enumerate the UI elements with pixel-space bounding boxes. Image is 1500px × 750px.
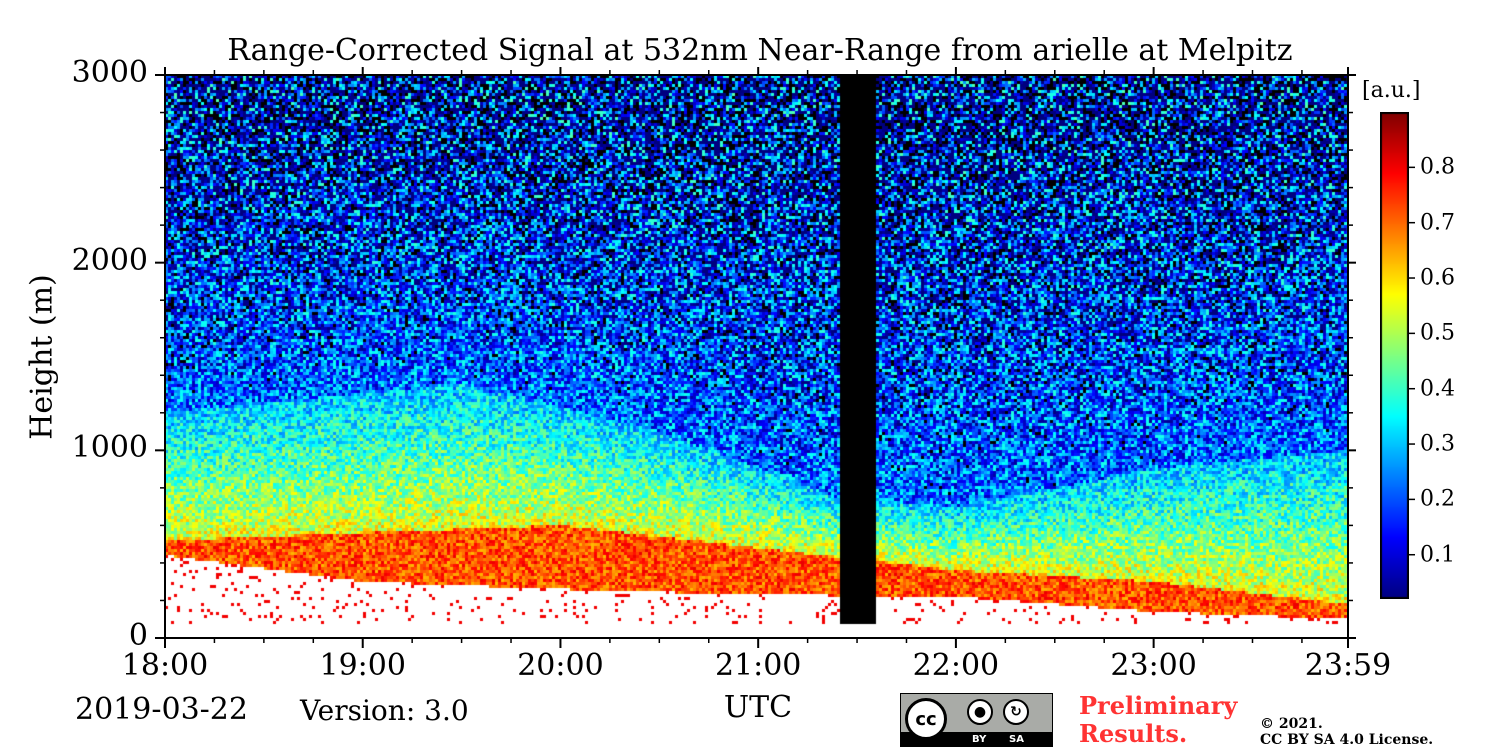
heatmap-canvas bbox=[165, 75, 1348, 638]
colorbar-unit-label: [a.u.] bbox=[1362, 78, 1421, 103]
colorbar-tick-label: 0.4 bbox=[1420, 376, 1455, 402]
x-tick-label: 19:00 bbox=[319, 648, 406, 683]
copyright-notice: © 2021. CC BY SA 4.0 License. bbox=[1260, 716, 1434, 748]
x-tick-label: 23:59 bbox=[1304, 648, 1392, 683]
x-tick-label: 18:00 bbox=[121, 648, 209, 683]
colorbar-tick-label: 0.3 bbox=[1420, 431, 1455, 457]
preliminary-notice: Preliminary Results. bbox=[1079, 691, 1238, 748]
attribution-icon: ● bbox=[967, 699, 993, 725]
y-tick-label: 1000 bbox=[71, 430, 148, 466]
cc-icon: cc bbox=[905, 698, 947, 740]
colorbar-tick-label: 0.6 bbox=[1420, 265, 1455, 291]
x-tick-label: 23:00 bbox=[1110, 648, 1197, 683]
x-axis-label: UTC bbox=[723, 690, 793, 725]
colorbar-tick-label: 0.2 bbox=[1420, 486, 1455, 512]
y-tick-label: 2000 bbox=[71, 242, 148, 278]
x-tick-label: 22:00 bbox=[912, 648, 1000, 683]
colorbar-tick-label: 0.8 bbox=[1420, 154, 1455, 180]
cc-by-label: BY bbox=[972, 734, 987, 745]
y-tick-label: 0 bbox=[128, 618, 148, 653]
colorbar-tick-label: 0.5 bbox=[1420, 320, 1455, 346]
share-alike-icon: ↻ bbox=[1003, 699, 1029, 725]
colorbar-tick-label: 0.1 bbox=[1420, 542, 1455, 568]
chart-title: Range-Corrected Signal at 532nm Near-Ran… bbox=[227, 33, 1293, 68]
date-label: 2019-03-22 bbox=[75, 692, 248, 727]
x-tick-label: 21:00 bbox=[714, 648, 802, 683]
y-tick-label: 3000 bbox=[71, 55, 148, 90]
cc-sa-label: SA bbox=[1009, 734, 1024, 745]
colorbar bbox=[1380, 112, 1409, 599]
x-tick-label: 20:00 bbox=[517, 648, 604, 683]
colorbar-tick-label: 0.7 bbox=[1420, 210, 1455, 236]
plot-frame bbox=[164, 74, 1349, 639]
version-label: Version: 3.0 bbox=[300, 694, 469, 727]
cc-license-badge: cc ● ↻ BY SA bbox=[900, 693, 1053, 747]
